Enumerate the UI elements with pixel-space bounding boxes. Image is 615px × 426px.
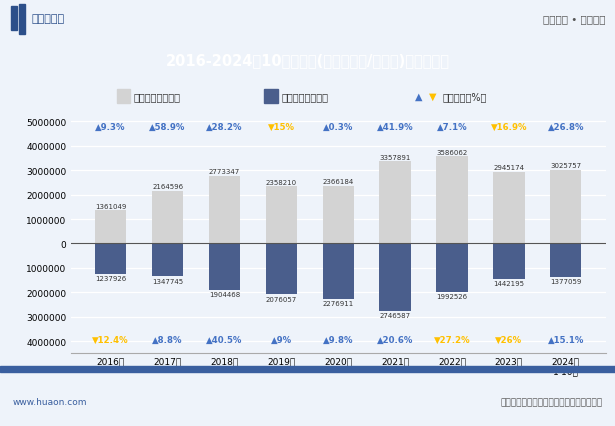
Text: 数据来源：中国海关，华经产业研究院整理: 数据来源：中国海关，华经产业研究院整理 <box>501 397 603 406</box>
Text: ▲28.2%: ▲28.2% <box>206 123 243 132</box>
Text: 1992526: 1992526 <box>437 294 467 300</box>
Bar <box>19 6 25 35</box>
Text: 2076057: 2076057 <box>266 296 297 302</box>
Bar <box>11 7 17 31</box>
Text: 3025757: 3025757 <box>550 163 581 169</box>
Text: 2276911: 2276911 <box>323 301 354 307</box>
Bar <box>379 162 411 244</box>
Text: 2358210: 2358210 <box>266 179 297 185</box>
Text: 2746587: 2746587 <box>379 312 411 318</box>
Text: ▲15.1%: ▲15.1% <box>547 335 584 344</box>
Bar <box>550 244 581 277</box>
Bar <box>209 244 240 290</box>
Text: ▲26.8%: ▲26.8% <box>547 123 584 132</box>
Text: 2945174: 2945174 <box>493 165 525 171</box>
Text: ▲41.9%: ▲41.9% <box>377 123 413 132</box>
Text: ▲58.9%: ▲58.9% <box>149 123 186 132</box>
Bar <box>152 244 183 277</box>
Text: ▲20.6%: ▲20.6% <box>377 335 413 344</box>
Bar <box>266 187 297 244</box>
Bar <box>550 170 581 244</box>
Text: ▲9.8%: ▲9.8% <box>323 335 354 344</box>
Bar <box>264 90 278 103</box>
Text: 同比增长（%）: 同比增长（%） <box>442 92 486 102</box>
Text: ▲9%: ▲9% <box>271 335 292 344</box>
Text: 1347745: 1347745 <box>152 278 183 284</box>
Text: 2773347: 2773347 <box>209 169 240 175</box>
Text: ▼26%: ▼26% <box>495 335 523 344</box>
Text: ▲0.3%: ▲0.3% <box>323 123 354 132</box>
Text: 1361049: 1361049 <box>95 203 126 210</box>
Text: 华经情报网: 华经情报网 <box>32 14 65 24</box>
Text: ▼27.2%: ▼27.2% <box>434 335 470 344</box>
Bar <box>95 244 126 274</box>
Text: 进口额（万美元）: 进口额（万美元） <box>281 92 328 102</box>
Text: ▼15%: ▼15% <box>268 123 295 132</box>
Bar <box>0 366 615 371</box>
Text: 2016-2024年10月西安市(境内目的地/货源地)进、出口额: 2016-2024年10月西安市(境内目的地/货源地)进、出口额 <box>165 53 450 68</box>
Text: 1237926: 1237926 <box>95 276 126 282</box>
Bar <box>493 244 525 279</box>
Bar <box>379 244 411 311</box>
Bar <box>323 244 354 299</box>
Text: ▲: ▲ <box>415 91 423 101</box>
Bar <box>209 176 240 244</box>
Text: ▲40.5%: ▲40.5% <box>206 335 243 344</box>
Text: ▲9.3%: ▲9.3% <box>95 123 126 132</box>
Bar <box>95 211 126 244</box>
Text: ▼16.9%: ▼16.9% <box>491 123 527 132</box>
Text: 2164596: 2164596 <box>152 184 183 190</box>
Text: 2366184: 2366184 <box>323 179 354 185</box>
Text: ▼12.4%: ▼12.4% <box>92 335 129 344</box>
Text: 1442195: 1442195 <box>493 280 525 286</box>
Bar <box>437 156 467 244</box>
Text: ▲7.1%: ▲7.1% <box>437 123 467 132</box>
Text: ▼: ▼ <box>429 91 436 101</box>
Text: 3357891: 3357891 <box>379 155 411 161</box>
Bar <box>323 186 354 244</box>
Bar <box>437 244 467 293</box>
Text: 专业严谨 • 客观科学: 专业严谨 • 客观科学 <box>543 14 606 24</box>
Bar <box>266 244 297 294</box>
Bar <box>493 172 525 244</box>
Text: 3586062: 3586062 <box>437 149 467 155</box>
Text: 1904468: 1904468 <box>209 292 240 298</box>
Bar <box>152 191 183 244</box>
Text: 1377059: 1377059 <box>550 279 582 285</box>
Text: ▲8.8%: ▲8.8% <box>153 335 183 344</box>
Bar <box>117 90 130 103</box>
Text: www.huaon.com: www.huaon.com <box>12 397 87 406</box>
Text: 出口额（万美元）: 出口额（万美元） <box>133 92 180 102</box>
